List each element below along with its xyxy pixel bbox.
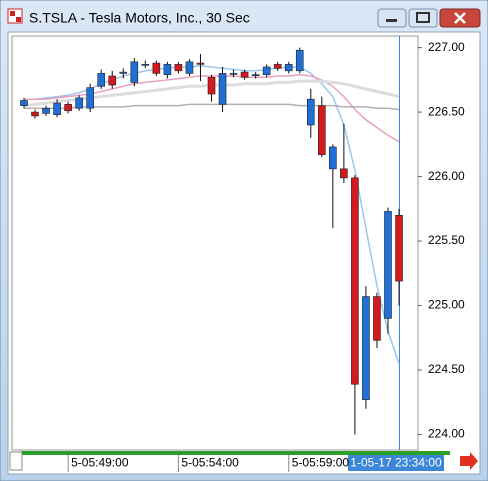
candle-body	[185, 61, 194, 74]
candle-body	[196, 62, 205, 65]
candle-body	[262, 66, 271, 75]
scroll-right-arrow[interactable]	[460, 452, 478, 470]
candle-body	[240, 71, 249, 78]
candle-body	[295, 49, 304, 72]
y-tick-label: 224.50	[428, 362, 465, 376]
cursor-label: 1-05-17 23:34:00	[350, 456, 442, 470]
candle-body	[273, 64, 282, 69]
candle-body	[152, 62, 161, 74]
candle-body	[340, 168, 348, 179]
window-title: S.TSLA - Tesla Motors, Inc., 30 Sec	[29, 10, 250, 26]
plot-layer: 224.00 224.50 225.00 225.50 226.00 226.50 227.…	[20, 40, 465, 472]
candle-body	[306, 98, 315, 126]
minimize-icon	[386, 19, 397, 22]
candle-body	[229, 73, 238, 75]
candle-body	[362, 296, 370, 401]
maximize-button[interactable]	[408, 8, 438, 28]
candle-body	[20, 100, 28, 106]
app-icon-part	[10, 11, 15, 16]
candle-body	[329, 146, 337, 170]
y-tick-label: 227.00	[428, 40, 465, 54]
y-tick-label: 225.50	[428, 233, 465, 247]
candle-body	[86, 87, 94, 109]
candle-body	[31, 111, 39, 117]
candle-body	[373, 296, 381, 341]
candle-body	[318, 105, 326, 155]
candle-body	[64, 104, 72, 112]
y-tick-label: 224.00	[428, 427, 465, 441]
candle-body	[351, 177, 359, 385]
maximize-icon	[416, 12, 430, 23]
x-tick-label: 5-05:59:00	[292, 456, 350, 470]
candle-body	[251, 74, 260, 76]
scroll-box[interactable]	[9, 451, 23, 471]
candle-body	[130, 61, 139, 83]
candle-body	[75, 97, 83, 109]
candle-body	[207, 76, 216, 95]
minimize-button[interactable]	[377, 8, 407, 28]
candle-body	[284, 64, 293, 72]
y-tick-label: 225.00	[428, 298, 465, 312]
scroll-bar[interactable]	[22, 451, 450, 455]
app-icon-part	[16, 17, 21, 22]
candle-body	[218, 73, 227, 105]
candle-body	[119, 71, 128, 74]
candle-body	[384, 211, 392, 319]
candle-body	[163, 64, 172, 75]
candle-body	[395, 214, 403, 282]
candle-body	[174, 64, 183, 72]
candle-body	[53, 102, 61, 115]
close-icon	[454, 12, 466, 24]
candle-body	[141, 64, 150, 66]
x-tick-label: 5-05:54:00	[181, 456, 239, 470]
candle-body	[108, 75, 117, 86]
y-tick-label: 226.50	[428, 104, 465, 118]
candle-body	[42, 107, 50, 114]
candle-body	[97, 73, 106, 87]
y-tick-label: 226.00	[428, 169, 465, 183]
x-tick-label: 5-05:49:00	[71, 456, 129, 470]
cursor-label-box	[348, 455, 444, 471]
